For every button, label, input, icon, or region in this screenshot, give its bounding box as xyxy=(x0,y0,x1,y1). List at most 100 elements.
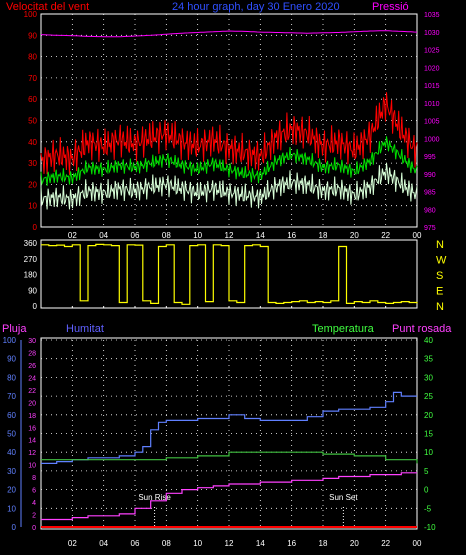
wind-min-line xyxy=(40,162,418,210)
humidity-tick-label: 70 xyxy=(7,392,16,401)
temperature-tick-label: 25 xyxy=(424,392,433,401)
pressure-tick-label: 1010 xyxy=(424,101,440,108)
wind-speed-tick-label: 70 xyxy=(28,74,37,83)
pressure-tick-label: 1005 xyxy=(424,119,440,126)
direction-tick-label: 360 xyxy=(24,239,38,248)
wind-speed-tick-label: 0 xyxy=(33,223,38,232)
rain-tick-label: 10 xyxy=(28,463,36,470)
compass-label: S xyxy=(436,270,443,282)
pressure-tick-label: 1000 xyxy=(424,136,440,143)
time-tick-label: 08 xyxy=(162,231,171,240)
pressure-tick-label: 980 xyxy=(424,207,436,214)
rain-tick-label: 6 xyxy=(32,488,36,495)
rain-tick-label: 4 xyxy=(32,500,36,507)
humidity-tick-label: 0 xyxy=(12,523,17,532)
humidity-tick-label: 50 xyxy=(7,430,16,439)
time-tick-label: 20 xyxy=(350,231,359,240)
time-tick-label: 06 xyxy=(131,231,140,240)
wind-avg-line xyxy=(40,136,418,186)
wind-gust-line xyxy=(40,92,418,175)
time-tick-label: 06 xyxy=(131,539,140,548)
temperature-tick-label: 20 xyxy=(424,411,433,420)
time-tick-label: 22 xyxy=(381,539,390,548)
humidity-axis-title: Humitat xyxy=(66,323,104,335)
time-tick-label: 04 xyxy=(99,231,108,240)
time-tick-label: 00 xyxy=(413,539,422,548)
temperature-tick-label: -10 xyxy=(424,523,436,532)
pressure-line xyxy=(40,30,418,38)
humidity-tick-label: 20 xyxy=(7,486,16,495)
compass-label: N xyxy=(436,301,444,313)
temperature-tick-label: 35 xyxy=(424,355,433,364)
sun-annotation: Sun Rise xyxy=(138,493,171,502)
time-tick-label: 10 xyxy=(193,539,202,548)
humidity-temperature-grid xyxy=(41,339,418,528)
direction-tick-label: 90 xyxy=(28,286,37,295)
time-tick-label: 14 xyxy=(256,539,265,548)
rain-tick-label: 0 xyxy=(32,525,36,532)
humidity-line xyxy=(41,391,417,464)
rain-tick-label: 18 xyxy=(28,413,36,420)
time-tick-label: 20 xyxy=(350,539,359,548)
wind-speed-tick-label: 20 xyxy=(28,180,37,189)
wind-speed-tick-label: 80 xyxy=(28,53,37,62)
wind-direction-line xyxy=(41,243,418,305)
wind-speed-tick-label: 10 xyxy=(28,202,37,211)
rain-tick-label: 8 xyxy=(32,475,36,482)
temperature-tick-label: 40 xyxy=(424,336,433,345)
humidity-tick-label: 100 xyxy=(3,336,17,345)
rain-tick-label: 22 xyxy=(28,388,36,395)
pressure-tick-label: 1020 xyxy=(424,65,440,72)
temperature-line xyxy=(41,451,418,464)
rain-tick-label: 26 xyxy=(28,363,36,370)
rain-tick-label: 12 xyxy=(28,450,36,457)
time-tick-label: 00 xyxy=(413,231,422,240)
wind-speed-tick-label: 60 xyxy=(28,95,37,104)
wind-speed-tick-label: 50 xyxy=(28,117,37,126)
humidity-tick-label: 10 xyxy=(7,504,16,513)
pressure-tick-label: 1035 xyxy=(424,12,440,19)
wind-speed-tick-label: 90 xyxy=(28,31,37,40)
pressure-tick-label: 1015 xyxy=(424,83,440,90)
rain-tick-label: 20 xyxy=(28,400,36,407)
humidity-temperature-tick-labels: 0102030405060708090100024681012141618202… xyxy=(3,336,436,548)
direction-tick-label: 270 xyxy=(24,255,38,264)
wind-pressure-tick-labels: 0102030405060708090100975980985990995100… xyxy=(24,10,440,240)
temperature-axis-title: Temperatura xyxy=(312,323,375,335)
pressure-tick-label: 1030 xyxy=(424,30,440,37)
direction-tick-label: 180 xyxy=(24,271,38,280)
time-tick-label: 16 xyxy=(287,539,296,548)
rain-tick-label: 28 xyxy=(28,350,36,357)
compass-label: N xyxy=(436,239,444,251)
time-tick-label: 18 xyxy=(319,231,328,240)
compass-label: E xyxy=(436,286,443,298)
time-tick-label: 04 xyxy=(99,539,108,548)
pressure-tick-label: 975 xyxy=(424,225,436,232)
pressure-axis-title: Pressió xyxy=(372,1,409,13)
humidity-tick-label: 60 xyxy=(7,411,16,420)
rain-axis-title: Pluja xyxy=(2,323,27,335)
humidity-tick-label: 40 xyxy=(7,448,16,457)
temperature-tick-label: 15 xyxy=(424,430,433,439)
time-tick-label: 08 xyxy=(162,539,171,548)
pressure-tick-label: 995 xyxy=(424,154,436,161)
pressure-tick-label: 990 xyxy=(424,172,436,179)
wind-speed-tick-label: 30 xyxy=(28,159,37,168)
humidity-tick-label: 90 xyxy=(7,355,16,364)
chart-title: 24 hour graph, day 30 Enero 2020 xyxy=(172,1,340,13)
dew-point-line xyxy=(41,472,417,521)
time-tick-label: 10 xyxy=(193,231,202,240)
time-tick-label: 02 xyxy=(68,539,77,548)
pressure-tick-label: 985 xyxy=(424,190,436,197)
temperature-tick-label: -5 xyxy=(424,504,432,513)
rain-tick-label: 24 xyxy=(28,375,36,382)
time-tick-label: 16 xyxy=(287,231,296,240)
rain-tick-label: 16 xyxy=(28,425,36,432)
compass-label: W xyxy=(436,255,447,267)
time-tick-label: 12 xyxy=(225,539,234,548)
direction-tick-label: 0 xyxy=(33,302,38,311)
wind-speed-tick-label: 100 xyxy=(24,10,38,19)
wind-pressure-grid xyxy=(41,13,418,228)
